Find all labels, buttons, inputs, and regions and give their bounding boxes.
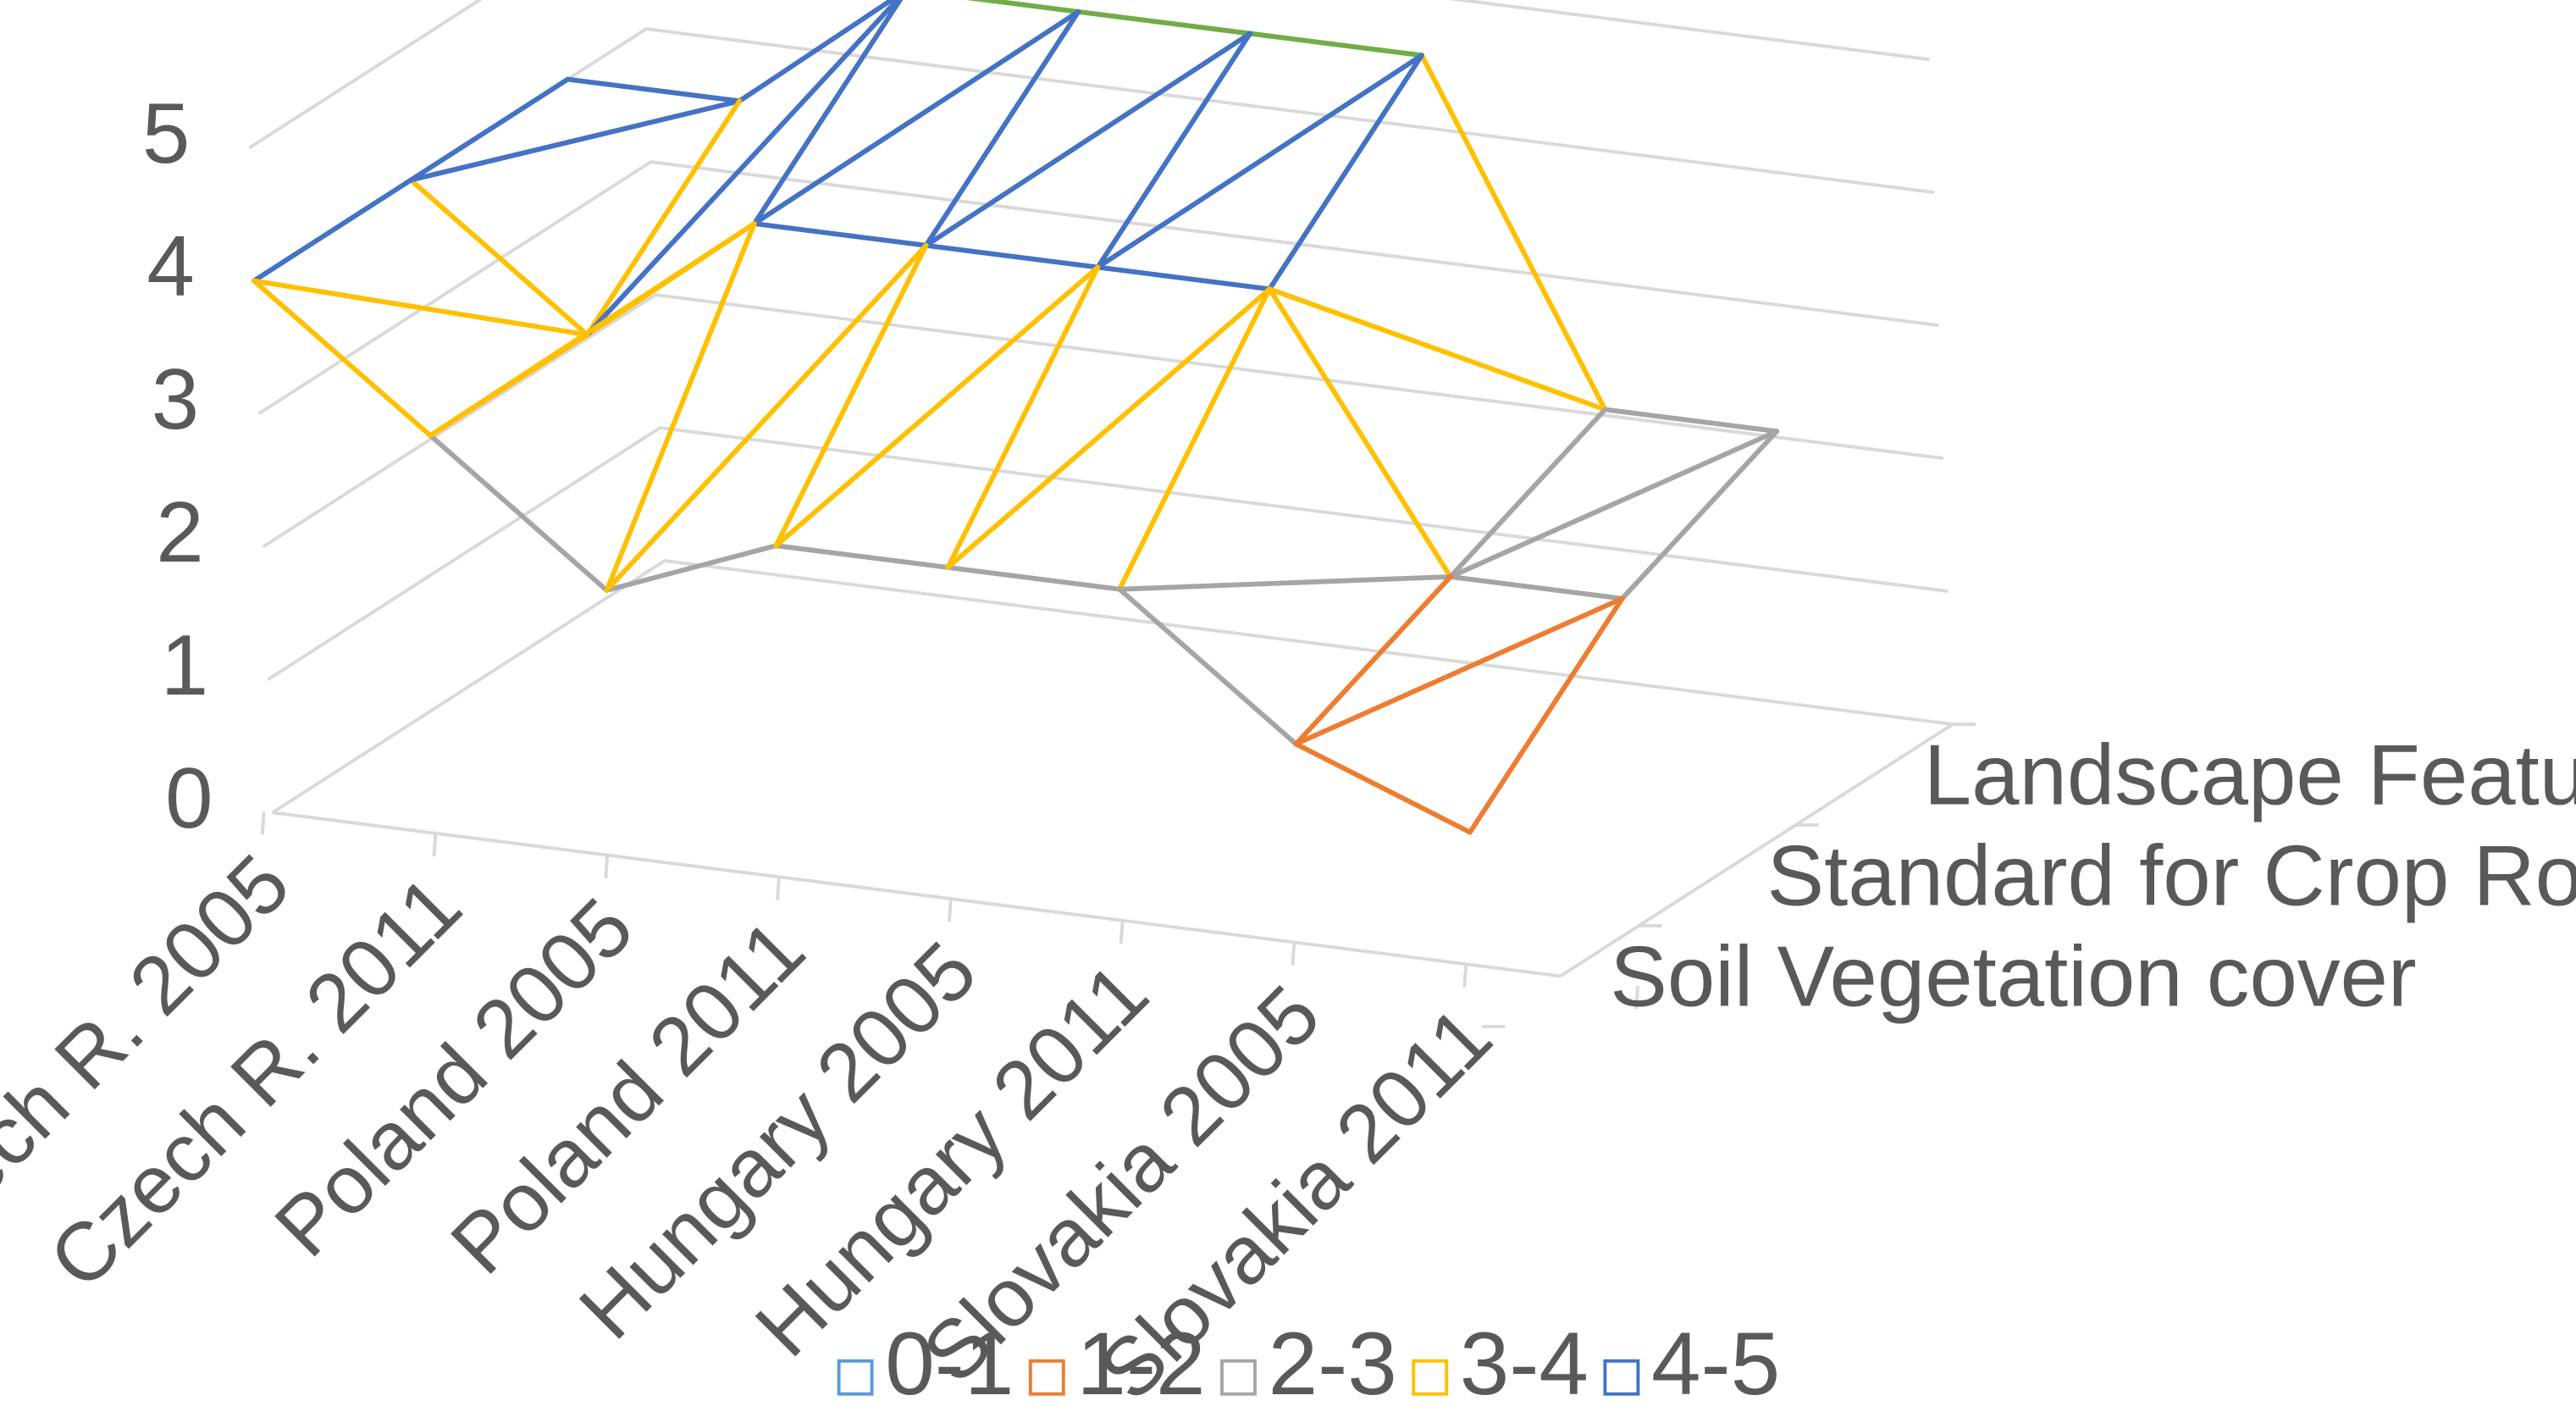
- x-tick-mark: [605, 855, 607, 878]
- y-tick-label: 0: [165, 750, 213, 846]
- surface-segment-diagonal: [430, 224, 755, 435]
- surface-segment-diagonal: [587, 0, 906, 335]
- depth-tick-label: Landscape Features: [1924, 728, 2576, 823]
- surface-segment-depth: [1097, 34, 1250, 268]
- surface-segment-depth: [777, 246, 926, 545]
- gridline-y: [258, 162, 1938, 413]
- surface-segment-landscape: [1078, 12, 1250, 34]
- x-tick-mark: [434, 833, 435, 856]
- surface-segment-depth: [606, 224, 754, 590]
- legend-label: 2-3: [1269, 1315, 1397, 1414]
- y-tick-label: 4: [146, 219, 194, 314]
- x-tick-mark: [1121, 921, 1123, 944]
- surface-segment-diagonal: [948, 289, 1269, 568]
- surface-segment-diagonal: [755, 12, 1079, 224]
- legend-label: 0-1: [885, 1315, 1014, 1414]
- surface-segment-soil: [430, 435, 606, 590]
- x-tick-mark: [777, 877, 779, 900]
- surface-segment-diagonal: [1097, 55, 1422, 267]
- legend-swatch: [1605, 1361, 1638, 1394]
- legend: 0-1 1-2 2-3 3-4 4-5: [839, 1315, 1781, 1414]
- x-tick-mark: [1464, 964, 1466, 987]
- depth-tick-label: Standard for Crop Rotation or C content: [1766, 828, 2576, 924]
- x-tick-mark: [263, 811, 264, 834]
- surface-segment-landscape: [1605, 409, 1777, 431]
- y-tick-label: 1: [161, 617, 208, 713]
- surface-segment-standard: [1451, 577, 1622, 599]
- surface-segment-depth: [1119, 289, 1269, 589]
- surface-segment-landscape: [1250, 34, 1422, 56]
- surface-segment-soil: [1119, 590, 1296, 745]
- legend-swatch: [1222, 1361, 1255, 1394]
- surface-segment-standard: [926, 246, 1098, 268]
- surface-segment-standard: [1269, 289, 1451, 577]
- y-tick-label: 3: [152, 352, 199, 447]
- surface-segment-depth: [1296, 577, 1451, 744]
- legend-label: 3-4: [1460, 1315, 1589, 1414]
- surface-segment-standard: [755, 224, 926, 246]
- legend-label: 4-5: [1651, 1315, 1780, 1414]
- surface-segment-landscape: [1422, 55, 1605, 409]
- surface-segment-landscape: [567, 80, 739, 102]
- surface-segment-diagonal: [926, 34, 1251, 246]
- surface-segment-depth: [1269, 55, 1422, 289]
- y-tick-label: 2: [156, 484, 203, 580]
- legend-swatch: [1031, 1361, 1064, 1394]
- surface-segment-landscape: [907, 0, 1079, 12]
- x-tick-mark: [1292, 943, 1294, 966]
- surface-segment-soil: [606, 545, 776, 590]
- x-tick-mark: [949, 899, 951, 922]
- y-tick-label: 5: [142, 86, 190, 181]
- surface-segment-depth: [1622, 431, 1777, 598]
- surface-segment-soil: [1296, 744, 1470, 832]
- legend-swatch: [839, 1361, 872, 1394]
- surface-segment-depth: [254, 180, 411, 281]
- surface-segment-diagonal: [777, 268, 1098, 546]
- surface-segment-depth: [948, 268, 1097, 568]
- surface-segment-diagonal: [1119, 577, 1451, 590]
- surface-plot: [254, 0, 1777, 833]
- legend-label: 1-2: [1076, 1315, 1205, 1414]
- surface-segment-soil: [777, 545, 948, 568]
- depth-tick-label: Soil Vegetation cover: [1610, 929, 2416, 1025]
- surface-segment-diagonal: [1451, 431, 1777, 577]
- surface-segment-depth: [411, 80, 567, 180]
- legend-swatch: [1413, 1361, 1446, 1394]
- gridline-y: [273, 561, 1953, 812]
- surface-segment-depth: [1451, 409, 1606, 576]
- surface-segment-standard: [1097, 268, 1269, 290]
- gridline-y: [249, 0, 1929, 148]
- surface-segment-depth: [587, 101, 739, 335]
- surface-segment-depth: [926, 12, 1079, 246]
- surface-segment-soil: [948, 568, 1119, 590]
